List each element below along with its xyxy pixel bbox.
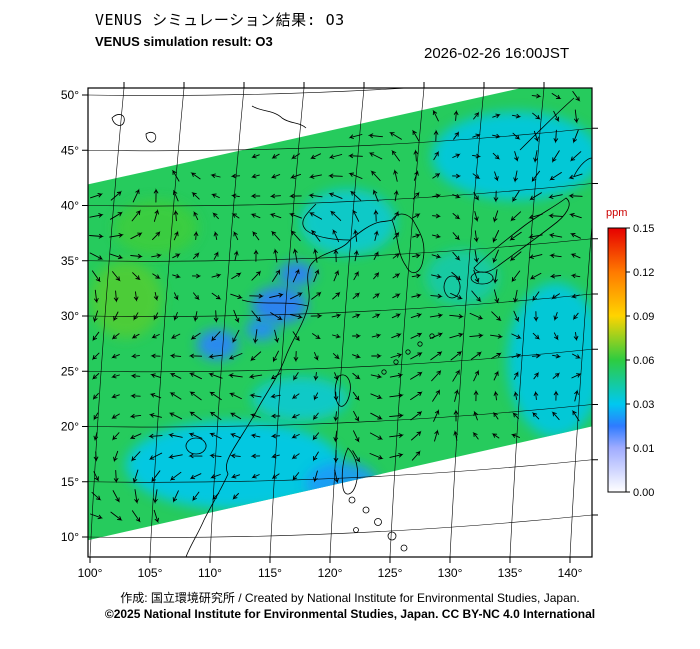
y-tick-label: 10° [61,530,79,544]
x-tick-label: 110° [198,566,222,580]
map-frame [87,87,593,558]
attribution-line: 作成: 国立環境研究所 / Created by National Instit… [120,591,580,605]
timestamp-label: 2026-02-26 16:00JST [424,45,570,62]
colorbar-tick-label: 0.09 [633,311,654,323]
concentration-patch [252,376,348,421]
colorbar-tick-label: 0.01 [633,443,654,455]
colorbar-tick-label: 0.15 [633,223,654,235]
axis-ticks [82,82,598,563]
x-tick-label: 115° [258,566,282,580]
x-tick-label: 105° [138,566,163,580]
colorbar-gradient [607,227,627,493]
page-title-english: VENUS simulation result: O3 [95,34,273,49]
y-tick-label: 15° [61,475,79,489]
coastlines [111,97,592,557]
axis-labels: 50° 45° 40° 35° 30° 25° 20° 15° 10° 100° 105° 110° 1… [61,88,583,580]
page-title-japanese: VENUS シミュレーション結果: O3 [95,11,345,29]
x-tick-label: 100° [78,566,103,580]
y-tick-label: 20° [61,420,79,434]
y-tick-label: 50° [61,88,79,102]
x-tick-label: 125° [378,566,403,580]
concentration-patch [114,200,198,256]
x-tick-label: 130° [438,566,463,580]
x-tick-label: 140° [558,566,583,580]
colorbar-unit-label: ppm [606,207,627,219]
concentration-patch [90,260,162,339]
concentration-patch [246,318,278,341]
colorbar-tick-label: 0.03 [633,399,654,411]
colorbar-tick-label: 0.06 [633,355,654,367]
colorbar-tick-label: 0.12 [633,267,654,279]
copyright-line: ©2025 National Institute for Environment… [104,607,596,621]
concentration-patch [126,421,342,510]
colorbar: ppm 0.15 0.12 0.09 0.06 0.03 0.01 0.00 [606,207,654,499]
graticule [88,88,592,557]
wind-vectors [89,91,583,524]
concentration-patch [196,329,238,361]
x-tick-label: 120° [318,566,343,580]
y-tick-label: 40° [61,199,79,213]
y-tick-label: 45° [61,143,79,157]
concentration-swath [88,88,592,541]
concentration-patch [300,188,396,256]
concentration-patch [507,282,592,438]
concentration-patch [278,261,315,287]
y-tick-label: 35° [61,254,79,268]
colorbar-tick-label: 0.00 [633,487,654,499]
concentration-patch [426,249,498,305]
y-tick-label: 25° [61,364,79,378]
y-tick-label: 30° [61,309,79,323]
x-tick-label: 135° [498,566,523,580]
